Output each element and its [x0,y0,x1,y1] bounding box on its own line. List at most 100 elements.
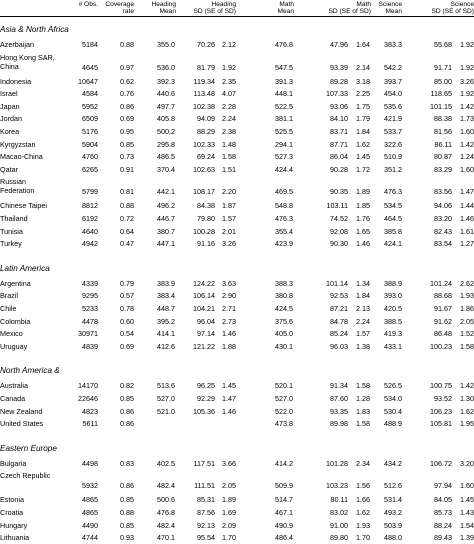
cell-value: 1.89 [222,495,236,505]
table-row: Russian Federation 5799 0.81 442.1 108.17 2.2… [0,176,474,198]
cell-value: 94.09 [197,114,215,124]
cell-value: 0.62 [120,76,134,86]
cell-value: 1.92 [460,89,474,99]
cell-value: 1.44 [460,201,474,211]
table-row: Lithuania 4744 0.93 470.1 95.54 1.70 486.4 89.8… [0,532,474,544]
cell-value: 81.56 [434,127,452,136]
cell-value: 0.82 [120,381,134,391]
cell-value: 2.35 [222,76,236,86]
cell-value: 83.56 [434,187,452,197]
cell-value: 0.54 [120,329,134,339]
cell-value: 1.60 [460,481,474,491]
cell-value: 380.7 [157,226,175,236]
header-math-sd: Math SD (SE of SD) [328,1,371,15]
cell-value: 1.93 [356,520,370,530]
cell-value: 87.56 [197,508,215,517]
cell-value: 476.8 [157,508,175,517]
section-title: Asia & North Africa [0,25,69,34]
cell-value: 91.62 [434,316,452,326]
cell-value: 1.76 [356,214,370,223]
cell-value: 4760 [82,152,98,162]
cell-value: 2.73 [222,316,236,326]
cell-value: 5952 [82,101,98,111]
table-row: Colombia 4478 0.60 395.2 96.04 2.73 375.6 84.78… [0,316,474,328]
country-name: Croatia [0,508,24,517]
cell-value: 88.68 [434,291,452,301]
cell-value: 4645 [82,62,98,72]
cell-value: 535.6 [384,101,402,111]
cell-value: 430.1 [275,341,293,351]
cell-value: 0.72 [120,214,134,223]
country-name: Russian Federation [0,177,35,196]
cell-value: 521.0 [157,406,175,416]
cell-value: 0.85 [120,139,134,149]
cell-value: 113.48 [193,89,215,99]
section-title: North America & [0,366,60,376]
cell-value: 5799 [82,187,98,197]
country-name: Canada [0,394,26,403]
cell-value: 1.66 [356,495,370,505]
cell-value: 83.20 [434,214,452,223]
cell-value: 496.2 [157,201,175,211]
cell-value: 2.71 [222,304,236,313]
cell-value: 469.5 [275,187,293,197]
cell-value: 447.1 [157,239,175,249]
cell-value: 101.24 [430,278,452,288]
cell-value: 473.8 [275,419,293,429]
cell-value: 448.7 [157,304,175,313]
cell-value: 1.60 [460,127,474,136]
cell-value: 440.6 [157,89,175,99]
cell-value: 434.2 [384,458,402,468]
cell-value: 2.24 [356,316,370,326]
cell-value: 0.86 [120,481,134,491]
cell-value: 0.86 [120,101,134,111]
cell-value: 1.28 [356,394,370,403]
cell-value: 0.85 [120,394,134,403]
cell-value: 2.05 [460,316,474,326]
cell-value: 1.70 [356,533,370,543]
cell-value: 30971 [78,329,98,339]
country-name: Hungary [0,520,28,530]
cell-value: 74.52 [330,214,348,223]
country-name: Estonia [0,495,24,505]
cell-value: 1.83 [356,406,370,416]
cell-value: 92.13 [197,520,215,530]
cell-value: 0.88 [120,508,134,517]
cell-value: 84.10 [330,114,348,124]
cell-value: 3.63 [222,278,236,288]
cell-value: 527.0 [157,394,175,403]
cell-value: 0.69 [120,341,134,351]
cell-value: 4865 [82,508,98,517]
cell-value: 1.42 [460,139,474,149]
cell-value: 467.1 [275,508,293,517]
cell-value: 0.85 [120,520,134,530]
cell-value: 91.34 [330,381,348,391]
cell-value: 1.45 [222,381,236,391]
cell-value: 0.78 [120,304,134,313]
table-row: Mexico 30971 0.54 414.1 97.14 1.46 405.0 85.24 1… [0,328,474,340]
cell-value: 412.6 [157,341,175,351]
table-row: Chinese Taipei 8812 0.88 496.2 84.38 1.87 548.… [0,200,474,212]
cell-value: 90.28 [330,164,348,174]
cell-value: 2.24 [222,114,236,124]
cell-value: 1.58 [356,381,370,391]
cell-value: 4839 [82,341,98,351]
cell-value: 383.4 [157,291,175,301]
country-name: Mexico [0,329,23,339]
cell-value: 381.1 [275,114,293,124]
cell-value: 1.45 [356,152,370,162]
cell-value: 522.0 [275,406,293,416]
cell-value: 22646 [78,394,98,403]
cell-value: 1.84 [356,127,370,136]
cell-value: 93.39 [330,62,348,72]
cell-value: 86.11 [434,139,452,149]
country-name: Brazil [0,291,18,301]
cell-value: 509.9 [275,481,293,491]
cell-value: 87.71 [330,139,348,149]
cell-value: 4640 [82,226,98,236]
country-name: Chinese Taipei [0,201,48,211]
header-reading-sd: Heading SD (SE of SD) [193,1,236,15]
cell-value: 91.71 [434,62,452,72]
table-row: Japan 5952 0.86 497.7 102.38 2.28 522.5 93.06 1.… [0,101,474,113]
cell-value: 100.28 [193,226,215,236]
